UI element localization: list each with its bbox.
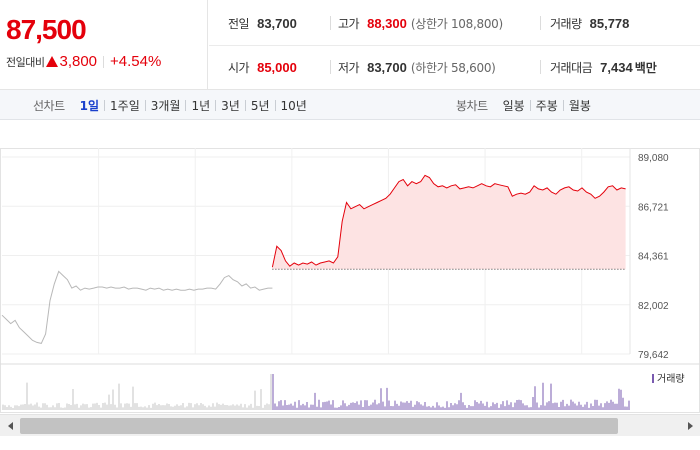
stat-low: 저가 83,700 (하한가 58,600) bbox=[338, 57, 496, 77]
stat-value: 83,700 bbox=[257, 15, 297, 31]
tab-monthly-candle[interactable]: 월봉 bbox=[568, 98, 591, 113]
stat-value: 83,700 bbox=[367, 59, 407, 75]
chart-scrollbar[interactable] bbox=[0, 414, 700, 436]
stat-prev-close: 전일 83,700 bbox=[228, 13, 297, 33]
divider bbox=[540, 16, 541, 30]
candle-chart-tabs: 봉차트 일봉 주봉 월봉 bbox=[456, 90, 596, 120]
line-chart-title: 선차트 bbox=[33, 98, 65, 113]
stat-value: 88,300 bbox=[367, 15, 407, 31]
stat-volume: 거래량 85,778 bbox=[550, 13, 629, 33]
price-chart: 89,080 86,721 84,361 82,002 79,642 거래량 bbox=[0, 148, 700, 413]
stat-trade-amount: 거래대금 7,434 백만 bbox=[550, 57, 657, 77]
divider bbox=[540, 60, 541, 74]
stat-label: 거래대금 bbox=[550, 60, 593, 75]
scroll-left-button[interactable] bbox=[2, 415, 18, 437]
price-chart-area: 89,080 86,721 84,361 82,002 79,642 거래량 bbox=[0, 120, 700, 450]
change-value: 3,800 bbox=[59, 53, 98, 70]
divider bbox=[104, 99, 106, 111]
volume-legend-label: 거래량 bbox=[657, 373, 685, 385]
tab-1day[interactable]: 1일 bbox=[79, 98, 100, 113]
line-chart-tabs: 선차트 1일 1주일 3개월 1년 3년 5년 10년 bbox=[33, 90, 312, 120]
stat-label: 거래량 bbox=[550, 16, 582, 31]
tab-weekly-candle[interactable]: 주봉 bbox=[535, 98, 558, 113]
y-tick-label: 82,002 bbox=[638, 301, 669, 312]
stat-label: 시가 bbox=[228, 60, 250, 75]
stat-value: 7,434 bbox=[600, 59, 633, 75]
y-tick-label: 89,080 bbox=[638, 153, 669, 164]
scroll-right-button[interactable] bbox=[682, 415, 698, 437]
y-tick-label: 84,361 bbox=[638, 252, 669, 263]
divider bbox=[103, 55, 105, 68]
stat-sub: (하한가 58,600) bbox=[410, 60, 496, 75]
arrow-left-icon bbox=[7, 422, 13, 430]
divider bbox=[529, 99, 531, 111]
chart-period-tabbar: 선차트 1일 1주일 3개월 1년 3년 5년 10년 봉차트 일봉 주봉 월봉 bbox=[0, 90, 700, 120]
divider bbox=[562, 99, 564, 111]
tab-5year[interactable]: 5년 bbox=[250, 98, 270, 113]
stat-open: 시가 85,000 bbox=[228, 57, 297, 77]
arrow-right-icon bbox=[687, 422, 693, 430]
stat-value: 85,000 bbox=[257, 59, 297, 75]
y-tick-label: 86,721 bbox=[638, 202, 669, 213]
tab-3month[interactable]: 3개월 bbox=[150, 98, 181, 113]
today-area-fill bbox=[272, 175, 626, 270]
volume-legend-swatch bbox=[652, 374, 654, 383]
stat-unit: 백만 bbox=[634, 60, 657, 75]
scroll-thumb[interactable] bbox=[20, 418, 618, 434]
tab-1week[interactable]: 1주일 bbox=[110, 98, 140, 113]
change-label: 전일대비 bbox=[6, 55, 45, 69]
stat-high: 고가 88,300 (상한가 108,800) bbox=[338, 13, 503, 33]
current-price: 87,500 bbox=[6, 14, 87, 45]
change-row: 전일대비 3,800 +4.54% bbox=[6, 53, 161, 70]
divider bbox=[144, 99, 146, 111]
up-arrow-icon bbox=[46, 56, 59, 67]
price-block: 87,500 전일대비 3,800 +4.54% bbox=[0, 0, 208, 90]
divider bbox=[185, 99, 187, 111]
divider bbox=[330, 16, 331, 30]
divider bbox=[215, 99, 217, 111]
chart-frame bbox=[0, 148, 700, 413]
divider bbox=[274, 99, 276, 111]
series-line-today bbox=[271, 174, 626, 268]
tab-daily-candle[interactable]: 일봉 bbox=[502, 98, 525, 113]
tab-3year[interactable]: 3년 bbox=[221, 98, 240, 113]
divider bbox=[330, 60, 331, 74]
stock-summary: 87,500 전일대비 3,800 +4.54% 전일 83,700 고가 88… bbox=[0, 0, 700, 90]
series-line-prev-day bbox=[1, 270, 273, 344]
tab-10year[interactable]: 10년 bbox=[280, 98, 307, 113]
tab-1year[interactable]: 1년 bbox=[191, 98, 211, 113]
stat-label: 저가 bbox=[338, 60, 360, 75]
divider bbox=[244, 99, 246, 111]
stat-label: 전일 bbox=[228, 16, 250, 31]
stat-label: 고가 bbox=[338, 16, 360, 31]
change-rate: +4.54% bbox=[110, 53, 162, 70]
y-tick-label: 79,642 bbox=[638, 350, 669, 361]
divider bbox=[209, 45, 700, 46]
candle-chart-title: 봉차트 bbox=[456, 98, 488, 113]
stat-sub: (상한가 108,800) bbox=[410, 16, 503, 31]
stat-value: 85,778 bbox=[589, 15, 630, 31]
